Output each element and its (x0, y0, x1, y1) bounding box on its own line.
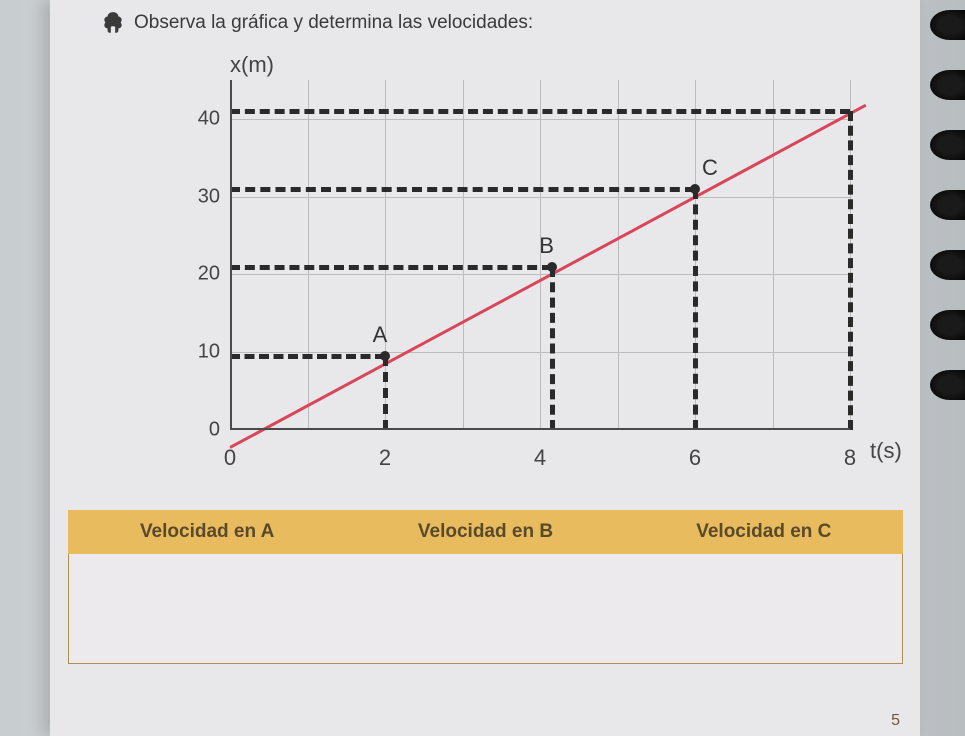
y-tick: 40 (180, 107, 220, 130)
point-b (547, 262, 557, 272)
y-tick: 20 (180, 263, 220, 286)
trend-line (229, 103, 866, 447)
y-tick: 10 (180, 341, 220, 364)
point-label-a: A (373, 322, 388, 348)
page: Observa la gráfica y determina las veloc… (50, 0, 920, 736)
table-body (68, 554, 903, 664)
chart: x(m) ABC t(s) 01020304002468 (170, 50, 890, 490)
point-c (690, 184, 700, 194)
y-tick: 30 (180, 185, 220, 208)
spiral-binding (930, 0, 965, 736)
col-header-c: Velocidad en C (625, 510, 903, 554)
table-header: Velocidad en A Velocidad en B Velocidad … (68, 510, 903, 554)
page-number: 5 (891, 712, 900, 730)
instruction-text: Observa la gráfica y determina las veloc… (134, 12, 533, 34)
point-label-c: C (702, 155, 718, 181)
col-header-b: Velocidad en B (346, 510, 624, 554)
velocity-table: Velocidad en A Velocidad en B Velocidad … (68, 510, 903, 664)
x-tick: 6 (689, 445, 701, 471)
x-tick: 8 (844, 445, 856, 471)
brain-icon (100, 10, 126, 36)
col-header-a: Velocidad en A (68, 510, 346, 554)
y-axis (230, 80, 232, 430)
x-axis (230, 428, 850, 430)
x-tick: 4 (534, 445, 546, 471)
y-axis-label: x(m) (230, 52, 274, 78)
cell-c (624, 554, 902, 663)
plot-area: A B C (230, 80, 850, 430)
point-label-b: B (539, 233, 554, 259)
point-a (380, 351, 390, 361)
x-axis-label: t(s) (870, 438, 902, 464)
x-tick: 2 (379, 445, 391, 471)
y-tick: 0 (180, 419, 220, 442)
header-row: Observa la gráfica y determina las veloc… (100, 10, 533, 36)
cell-a (69, 554, 347, 663)
cell-b (347, 554, 625, 663)
x-tick: 0 (224, 445, 236, 471)
